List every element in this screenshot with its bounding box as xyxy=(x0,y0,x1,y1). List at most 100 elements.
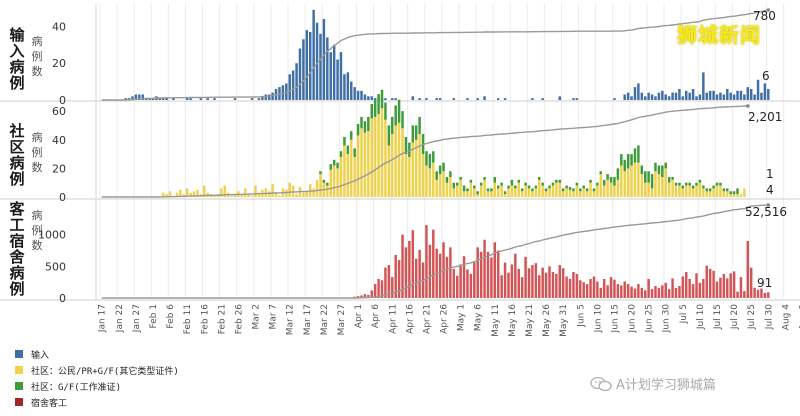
bar xyxy=(425,165,428,197)
bar xyxy=(315,22,319,100)
bar xyxy=(452,188,456,197)
x-tick-label: Apr 11 xyxy=(388,304,398,334)
legend-label-dorm: 宿舍客工 xyxy=(31,398,68,409)
bar xyxy=(510,264,514,298)
bar xyxy=(483,96,486,100)
panel-title-char: 社 xyxy=(8,122,24,140)
bar xyxy=(602,179,606,186)
legend-swatch-imported xyxy=(15,350,23,358)
bar xyxy=(370,104,373,119)
bar xyxy=(531,265,534,298)
bar xyxy=(271,92,274,100)
bar xyxy=(732,191,736,195)
bar xyxy=(753,287,756,298)
bar xyxy=(339,156,343,197)
bar xyxy=(367,131,370,197)
bar xyxy=(397,99,401,123)
bar xyxy=(404,154,408,197)
bar xyxy=(455,275,459,298)
bar xyxy=(568,279,572,298)
bar xyxy=(712,270,715,298)
bar xyxy=(565,185,568,189)
bar xyxy=(637,284,640,298)
bar xyxy=(432,229,435,298)
bar xyxy=(503,194,507,197)
bar xyxy=(134,94,138,100)
bar xyxy=(339,151,343,157)
bar xyxy=(500,275,503,298)
bar xyxy=(606,179,609,197)
bar xyxy=(319,174,322,197)
x-tick-label: May 26 xyxy=(542,304,552,337)
bar xyxy=(267,94,271,100)
bar xyxy=(678,185,681,197)
bar xyxy=(168,191,172,197)
bar xyxy=(544,188,548,192)
panel-title-char: 病 xyxy=(9,154,24,172)
bar xyxy=(497,188,500,197)
bar xyxy=(538,179,541,197)
bar xyxy=(425,98,428,100)
bar xyxy=(729,273,732,298)
bar xyxy=(435,98,438,100)
bar xyxy=(582,282,585,298)
bar xyxy=(647,171,650,183)
bar xyxy=(661,165,664,177)
bar xyxy=(428,154,432,169)
unit-label-char: 例 xyxy=(32,49,43,63)
bar xyxy=(387,145,391,197)
bar xyxy=(654,171,657,197)
bar xyxy=(664,282,667,298)
bar xyxy=(681,276,685,298)
x-tick-label: Apr 1 xyxy=(354,304,364,328)
bar xyxy=(623,94,626,100)
bar xyxy=(503,191,507,195)
bar xyxy=(722,94,726,100)
panel-title-char: 例 xyxy=(9,170,24,188)
bar xyxy=(363,132,367,197)
bar xyxy=(685,90,688,100)
bar xyxy=(534,188,538,197)
bar xyxy=(497,185,500,189)
bar xyxy=(353,87,356,100)
bar xyxy=(425,225,428,298)
panel-title-char: 病 xyxy=(9,58,24,76)
bar xyxy=(486,188,490,192)
x-tick-label: Mar 12 xyxy=(286,304,296,335)
bar xyxy=(312,188,315,197)
bar xyxy=(722,188,726,192)
bar xyxy=(681,188,685,197)
bar xyxy=(561,191,565,197)
bar xyxy=(329,52,332,100)
unit-label-char: 病 xyxy=(32,130,43,144)
bar xyxy=(685,182,688,186)
bar xyxy=(524,256,527,298)
bar xyxy=(538,176,541,180)
x-tick-label: Mar 7 xyxy=(269,304,279,330)
bar xyxy=(162,98,165,100)
bar xyxy=(220,188,223,197)
bar xyxy=(408,156,411,197)
bar xyxy=(585,191,589,197)
x-tick-label: Feb 6 xyxy=(166,304,176,329)
bar xyxy=(678,88,681,100)
bar xyxy=(514,185,517,189)
y-tick-label: 40 xyxy=(52,134,66,147)
bar xyxy=(370,96,373,100)
bar xyxy=(479,185,483,197)
bar xyxy=(394,105,397,126)
bar xyxy=(644,96,647,100)
bar xyxy=(708,188,712,192)
bar xyxy=(165,98,168,100)
bar xyxy=(179,189,182,197)
bar xyxy=(763,83,767,100)
bar xyxy=(585,284,589,298)
bar xyxy=(490,188,493,192)
bar xyxy=(572,98,575,100)
bar xyxy=(637,162,640,197)
y-tick-label: 1000 xyxy=(38,229,66,242)
bar xyxy=(302,39,305,100)
latest-value-label: 1 xyxy=(766,167,774,181)
bar xyxy=(527,185,531,189)
bar xyxy=(626,92,630,100)
